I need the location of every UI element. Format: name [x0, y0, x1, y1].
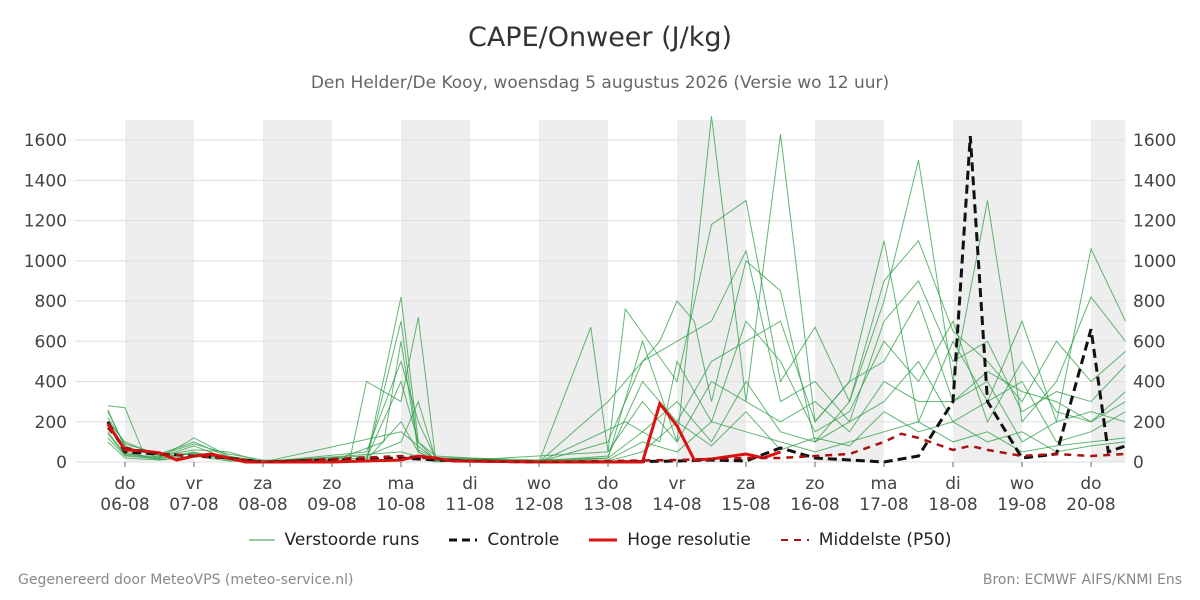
- shaded-band-5: [815, 120, 884, 462]
- x-tick-day-20-08: do: [1080, 474, 1101, 494]
- y-tick-right-400: 400: [1133, 373, 1165, 393]
- legend-swatch-hires: [589, 538, 618, 542]
- y-tick-right-0: 0: [1133, 453, 1144, 473]
- x-tick-day-13-08: do: [597, 474, 618, 494]
- x-tick-date-20-08: 20-08: [1066, 495, 1115, 515]
- x-tick-day-10-08: ma: [388, 474, 415, 494]
- y-tick-right-1600: 1600: [1133, 131, 1176, 151]
- y-tick-right-600: 600: [1133, 332, 1165, 352]
- axes: 0 0 200 200 400 400 600 600 800 800 1000 1000 1200 12…: [24, 131, 1177, 515]
- legend-item-control[interactable]: Controle: [449, 530, 559, 550]
- y-tick-right-1000: 1000: [1133, 252, 1176, 272]
- x-tick-date-07-08: 07-08: [169, 495, 218, 515]
- x-tick-date-09-08: 09-08: [307, 495, 356, 515]
- x-tick-date-19-08: 19-08: [997, 495, 1046, 515]
- y-tick-left-1200: 1200: [24, 212, 67, 232]
- x-tick-day-17-08: ma: [871, 474, 898, 494]
- y-tick-left-600: 600: [35, 332, 67, 352]
- y-tick-left-1000: 1000: [24, 252, 67, 272]
- x-tick-date-18-08: 18-08: [928, 495, 977, 515]
- x-tick-date-08-08: 08-08: [238, 495, 287, 515]
- x-tick-day-08-08: za: [253, 474, 272, 494]
- y-tick-left-200: 200: [35, 413, 67, 433]
- control-line: [106, 136, 1126, 464]
- legend-swatch-control: [449, 538, 478, 542]
- shaded-band-6: [953, 120, 1022, 462]
- y-tick-left-400: 400: [35, 373, 67, 393]
- legend-item-ensemble[interactable]: Verstoorde runs: [248, 530, 420, 550]
- ensemble-member-6: [107, 360, 1126, 463]
- chart-title: CAPE/Onweer (J/kg): [467, 22, 732, 53]
- shaded-band-3: [539, 120, 608, 462]
- legend-item-hires[interactable]: Hoge resolutie: [589, 530, 751, 550]
- legend-label-median: Middelste (P50): [818, 530, 952, 550]
- legend-swatch-ensemble: [248, 539, 275, 541]
- x-tick-date-06-08: 06-08: [100, 495, 149, 515]
- y-tick-left-0: 0: [56, 453, 67, 473]
- y-tick-right-1400: 1400: [1133, 171, 1176, 191]
- legend-label-ensemble: Verstoorde runs: [284, 530, 420, 550]
- y-tick-right-1200: 1200: [1133, 212, 1176, 232]
- y-tick-left-1600: 1600: [24, 131, 67, 151]
- weekend-bands: [125, 120, 1126, 462]
- x-tick-day-09-08: zo: [322, 474, 341, 494]
- x-tick-day-15-08: za: [736, 474, 755, 494]
- x-tick-day-18-08: di: [945, 474, 961, 494]
- footer-source: Bron: ECMWF AIFS/KNMI Ens: [982, 572, 1182, 588]
- x-tick-day-14-08: vr: [668, 474, 685, 494]
- y-tick-right-800: 800: [1133, 292, 1165, 312]
- ensemble-member-2: [107, 239, 1126, 463]
- y-tick-left-1400: 1400: [24, 171, 67, 191]
- x-tick-day-16-08: zo: [805, 474, 824, 494]
- x-tick-date-14-08: 14-08: [652, 495, 701, 515]
- x-tick-day-11-08: di: [462, 474, 478, 494]
- main-series: [106, 136, 1126, 464]
- shaded-band-0: [125, 120, 194, 462]
- legend-swatch-median: [780, 539, 809, 541]
- legend-label-hires: Hoge resolutie: [627, 530, 751, 550]
- x-tick-date-17-08: 17-08: [859, 495, 908, 515]
- y-tick-right-200: 200: [1133, 413, 1165, 433]
- x-tick-date-11-08: 11-08: [445, 495, 494, 515]
- x-tick-date-16-08: 16-08: [790, 495, 839, 515]
- legend-label-control: Controle: [487, 530, 560, 550]
- x-tick-date-12-08: 12-08: [514, 495, 563, 515]
- x-tick-date-10-08: 10-08: [376, 495, 425, 515]
- shaded-band-4: [677, 120, 746, 462]
- footer-credit: Gegenereerd door MeteoVPS (meteo-service…: [18, 572, 354, 588]
- legend-item-median[interactable]: Middelste (P50): [780, 530, 952, 550]
- x-tick-day-19-08: wo: [1010, 474, 1034, 494]
- x-tick-day-07-08: vr: [185, 474, 202, 494]
- x-tick-day-12-08: wo: [527, 474, 551, 494]
- ensemble-member-7: [107, 421, 1126, 463]
- shaded-band-7: [1091, 120, 1126, 462]
- y-tick-left-800: 800: [35, 292, 67, 312]
- x-tick-date-15-08: 15-08: [721, 495, 770, 515]
- legend: Verstoorde runs Controle Hoge resolutie …: [0, 530, 1200, 550]
- x-tick-day-06-08: do: [114, 474, 135, 494]
- x-tick-date-13-08: 13-08: [583, 495, 632, 515]
- chart-subtitle: Den Helder/De Kooy, woensdag 5 augustus …: [310, 73, 890, 93]
- shaded-band-1: [263, 120, 332, 462]
